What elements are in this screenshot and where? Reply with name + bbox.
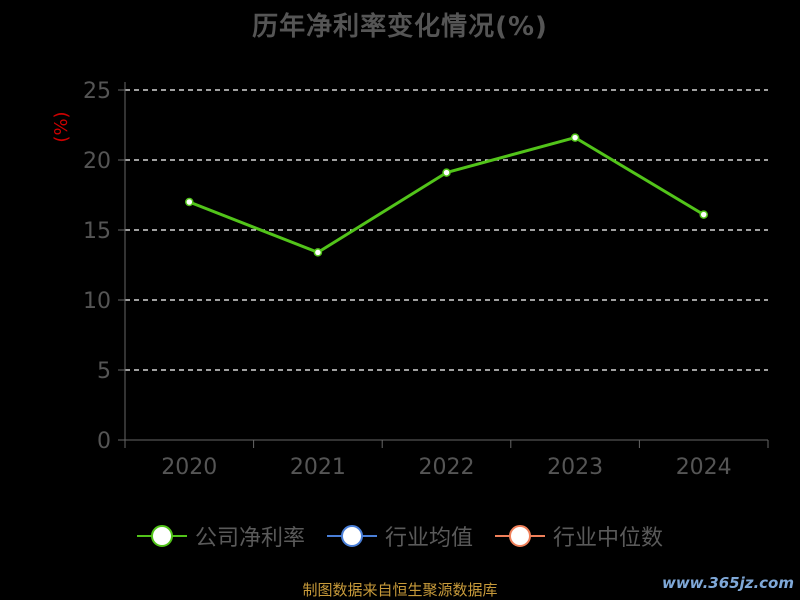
- legend-label: 行业均值: [384, 526, 473, 551]
- data-point: [185, 197, 194, 207]
- x-tick-label: 2024: [676, 455, 732, 480]
- data-point: [313, 248, 323, 257]
- chart-title: 历年净利率变化情况(%): [252, 12, 548, 42]
- circle-line-marker-icon: [326, 525, 377, 547]
- circle-line-marker-icon: [495, 525, 545, 547]
- data-source-note: 制图数据来自恒生聚源数据库: [302, 581, 498, 599]
- series-layer: [185, 133, 708, 257]
- x-tick-label: 2022: [419, 455, 475, 480]
- x-tick-label: 2021: [290, 455, 346, 480]
- legend-item-company[interactable]: 公司净利率: [136, 520, 305, 552]
- data-point: [442, 168, 451, 177]
- series-line: [188, 136, 705, 254]
- y-tick-label: 0: [97, 429, 111, 454]
- gridlines: [125, 89, 768, 371]
- y-tick-label: 10: [83, 289, 111, 314]
- y-tick-label: 20: [83, 149, 111, 174]
- legend-label: 公司净利率: [194, 526, 305, 551]
- legend-item-industry-median[interactable]: 行业中位数: [495, 520, 663, 552]
- watermark-logo: www.365jz.com: [661, 574, 794, 592]
- data-point: [570, 133, 580, 142]
- y-axis-label: (%): [51, 111, 72, 142]
- y-tick-label: 15: [83, 219, 111, 244]
- data-point: [699, 210, 708, 219]
- y-tick-label: 25: [83, 79, 111, 104]
- axes: 0 5 10 15 20 25 2020 2021 2022 2023 2024: [83, 79, 769, 480]
- legend-item-industry-avg[interactable]: 行业均值: [326, 520, 473, 552]
- legend-label: 行业中位数: [553, 526, 664, 551]
- x-tick-label: 2020: [161, 455, 217, 480]
- circle-line-marker-icon: [136, 525, 187, 547]
- x-tick-label: 2023: [547, 455, 603, 480]
- legend: 公司净利率 行业均值 行业中位数: [0, 518, 800, 554]
- y-tick-label: 5: [97, 359, 111, 384]
